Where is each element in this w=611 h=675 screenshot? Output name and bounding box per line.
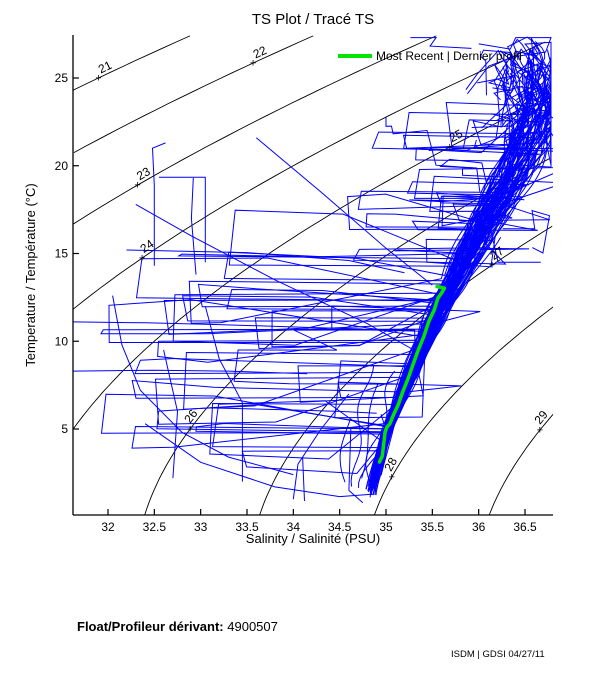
x-tick-label: 33.5 [235, 520, 259, 534]
isopycnal-label: 21 [96, 58, 114, 77]
isopycnal-path-24 [73, 41, 546, 310]
blob-scribble-path [478, 37, 538, 50]
figure-caption: Float/Profileur dérivant: 4900507 Period… [77, 567, 334, 675]
stray-path [348, 428, 364, 504]
blob-scribble-path [385, 117, 477, 169]
blob-scribble-path [492, 59, 552, 98]
y-axis-label: Temperature / Température (°C) [23, 183, 38, 366]
profile-path [177, 67, 552, 475]
stray-path [255, 137, 433, 286]
blob-scribble-path [476, 221, 541, 263]
isopycnal-label: 23 [134, 164, 153, 183]
x-tick-label: 34.5 [328, 520, 352, 534]
stray-path [126, 249, 405, 274]
blob-scribble-path [472, 211, 513, 219]
blob-scribble-path [502, 209, 551, 254]
isopycnal-label-marker: + [250, 58, 256, 70]
axes: 32 32.5 33 33.5 34 34.5 35 35.5 36 36.5 5 10 15 20 25 [55, 35, 553, 534]
x-tick-label: 35 [379, 520, 393, 534]
stray-path [190, 177, 197, 275]
isopycnal-path-27 [259, 225, 553, 515]
blob-scribble-path [508, 37, 552, 85]
x-tick-label: 35.5 [421, 520, 445, 534]
x-tick-label: 32.5 [143, 520, 167, 534]
stray-path [163, 349, 179, 479]
most-recent-path [377, 284, 447, 464]
isopycnal-contours [73, 35, 553, 515]
isopycnal-label-marker: + [95, 73, 101, 85]
agency-date-stamp: ISDM | GDSI 04/27/11 [451, 649, 545, 660]
stray-path [112, 295, 294, 476]
isopycnal-path-22 [73, 35, 314, 153]
profile-path [361, 383, 379, 479]
blob-scribble-path [439, 158, 511, 192]
isopycnal-label: 28 [381, 455, 400, 474]
isopycnal-label: 29 [531, 408, 550, 427]
stray-path [209, 407, 377, 414]
float-id-label: Float/Profileur dérivant: [77, 619, 224, 634]
profile-lines [73, 36, 553, 504]
isopycnal-label: 25 [447, 126, 466, 145]
blob-scribble-path [506, 97, 535, 139]
blob-scribble-path [504, 109, 552, 168]
stray-path [144, 423, 377, 498]
blob-scribble-path [529, 109, 552, 145]
isopycnal-labels: +21 +22+23+24+25+26+27+28+29 [95, 43, 551, 484]
profile-path [183, 117, 524, 492]
isopycnal-label-marker: + [187, 424, 193, 436]
y-tick-label: 20 [55, 159, 69, 173]
isopycnal-label: 22 [251, 43, 269, 61]
x-tick-label: 34 [287, 520, 301, 534]
profile-path [131, 370, 396, 498]
y-tick-label: 10 [55, 334, 69, 348]
x-tick-label: 32 [101, 520, 115, 534]
x-tick-label: 36.5 [513, 520, 537, 534]
float-id-value: 4900507 [223, 619, 278, 634]
stray-path [204, 305, 243, 482]
isopycnal-path-25 [73, 96, 549, 431]
isopycnal-label-marker: + [537, 425, 543, 437]
plot-title: TS Plot / Tracé TS [252, 11, 374, 28]
float-id-line: Float/Profileur dérivant: 4900507 [77, 615, 334, 639]
x-tick-label: 36 [472, 520, 486, 534]
blob-scribble-path [410, 37, 472, 49]
legend: Most Recent | Dernier profil [338, 49, 522, 63]
isopycnal-path-28 [373, 306, 553, 515]
profile-path [228, 81, 529, 488]
profile-path [135, 206, 506, 491]
most-recent-profile [377, 284, 447, 464]
isopycnal-label-marker: + [447, 141, 453, 153]
blob-scribble-path [487, 50, 536, 89]
y-tick-label: 5 [61, 422, 68, 436]
stray-path [159, 176, 206, 263]
profile-path [350, 365, 375, 487]
profile-path [381, 237, 502, 459]
stray-path [302, 457, 305, 502]
stray-path [73, 321, 363, 330]
isopycnal-path-23 [73, 35, 437, 225]
stray-path [292, 393, 350, 500]
blob-scribble-path [471, 117, 523, 157]
stray-path [73, 369, 308, 375]
legend-most-recent-label: Most Recent | Dernier profil [376, 49, 522, 63]
stray-path [135, 203, 415, 351]
profile-path [376, 202, 518, 487]
x-axis-label: Salinity / Salinité (PSU) [246, 531, 380, 546]
isopycnal-label-marker: + [134, 180, 140, 192]
blob-scribble-path [493, 85, 542, 105]
profile-path [369, 69, 533, 493]
y-tick-label: 15 [55, 247, 69, 261]
stray-path [151, 142, 166, 266]
isopycnal-label-marker: + [139, 253, 145, 265]
isopycnal-label-marker: + [489, 260, 495, 272]
isopycnal-path-21 [73, 35, 191, 91]
y-tick-label: 25 [55, 71, 69, 85]
isopycnal-path-29 [488, 413, 553, 515]
isopycnal-label-marker: + [389, 472, 395, 484]
x-tick-label: 33 [194, 520, 208, 534]
